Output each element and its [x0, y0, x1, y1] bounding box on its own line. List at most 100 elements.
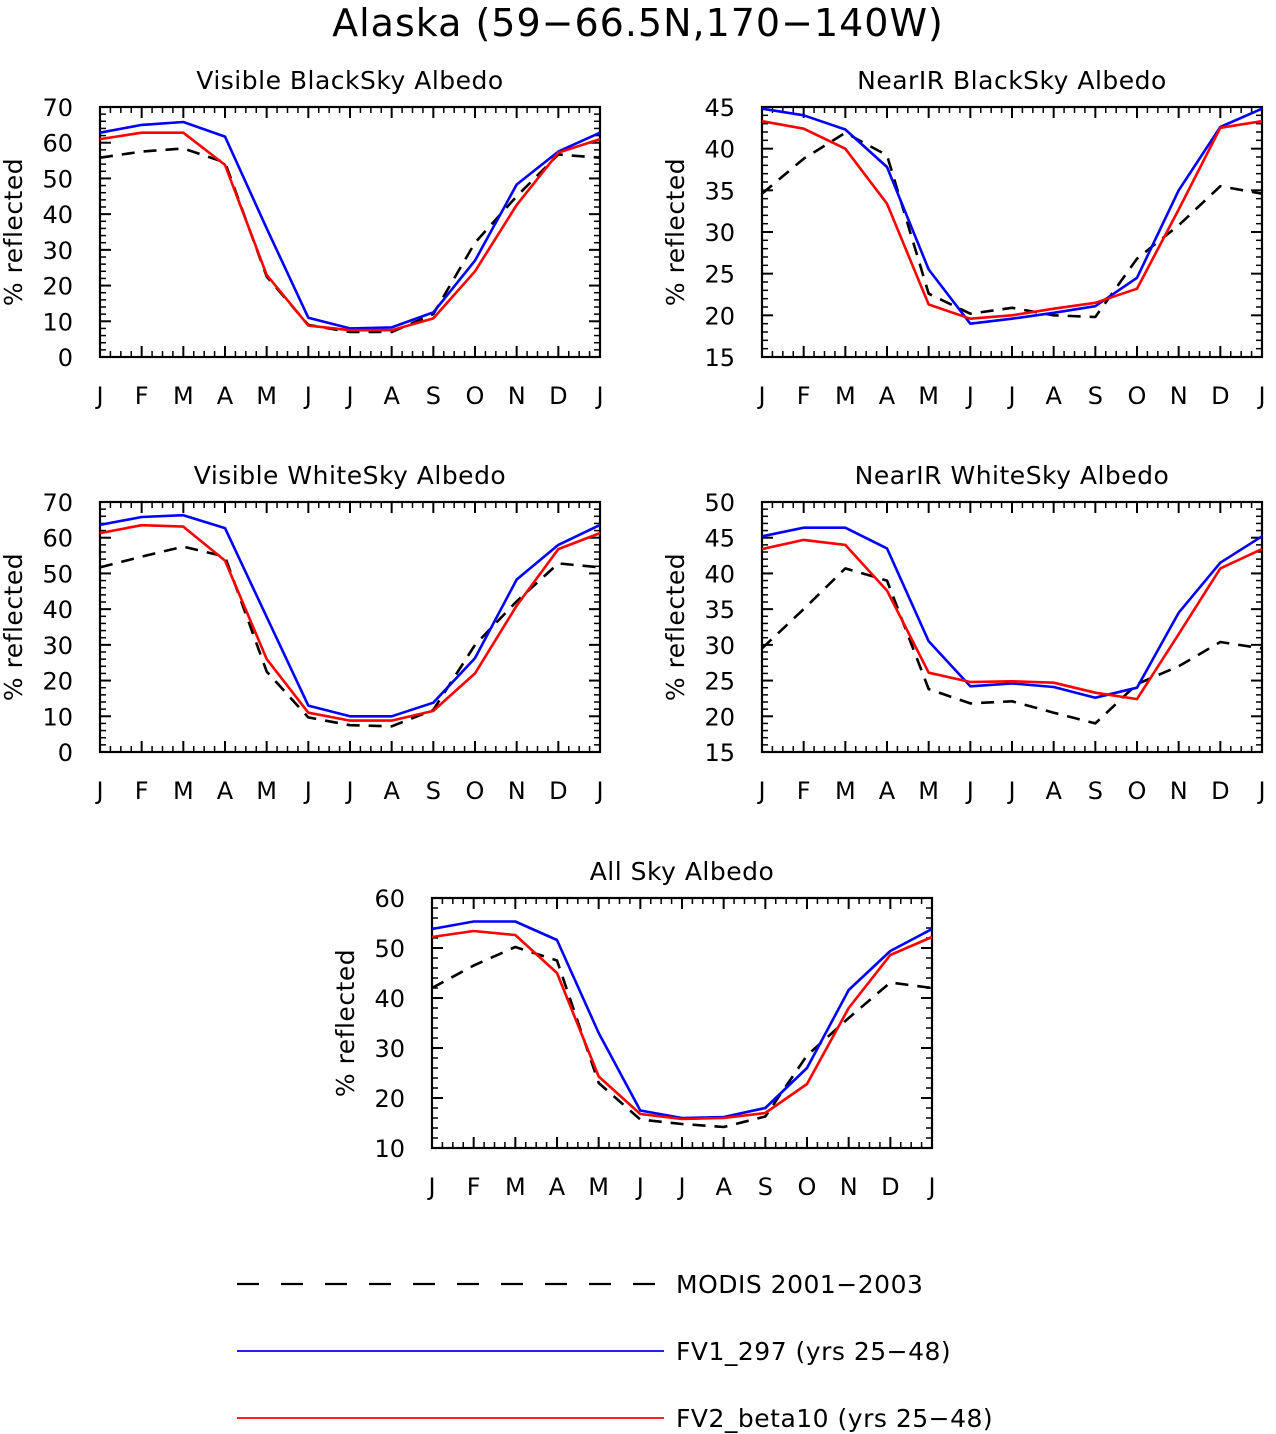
x-tick-label: D — [1211, 777, 1229, 805]
series-line-modis — [761, 567, 1263, 725]
x-tick-label: N — [840, 1173, 858, 1201]
x-tick-label: A — [549, 1173, 566, 1201]
y-tick-label: 45 — [704, 525, 735, 553]
series-line-fv1 — [431, 920, 933, 1120]
x-tick-label: D — [549, 382, 567, 410]
x-tick-label: J — [94, 382, 103, 410]
x-tick-label: J — [426, 1173, 435, 1201]
x-tick-label: D — [549, 777, 567, 805]
plot-frame — [98, 500, 602, 754]
y-tick-label: 10 — [42, 308, 73, 336]
panel-title: All Sky Albedo — [590, 857, 775, 886]
y-tick-label: 60 — [374, 885, 405, 913]
x-tick-label: S — [758, 1173, 773, 1201]
plot-frame — [98, 105, 602, 359]
x-tick-label: J — [594, 382, 603, 410]
x-tick-label: O — [1128, 382, 1147, 410]
x-tick-label: S — [426, 382, 441, 410]
x-tick-label: F — [797, 777, 811, 805]
series-line-modis — [99, 147, 601, 334]
y-tick-label: 20 — [374, 1085, 405, 1113]
x-tick-label: S — [1088, 382, 1103, 410]
y-tick-label: 50 — [42, 560, 73, 588]
x-tick-label: J — [676, 1173, 685, 1201]
x-tick-label: D — [1211, 382, 1229, 410]
y-tick-label: 40 — [42, 596, 73, 624]
legend: MODIS 2001−2003 FV1_297 (yrs 25−48) FV2_be… — [237, 1270, 993, 1433]
x-tick-label: J — [1256, 382, 1265, 410]
y-tick-label: 50 — [704, 489, 735, 517]
x-tick-label: M — [835, 382, 856, 410]
x-tick-label: J — [756, 777, 765, 805]
x-tick-label: J — [635, 1173, 644, 1201]
y-tick-label: 50 — [42, 165, 73, 193]
series-line-fv2 — [431, 929, 933, 1121]
figure-title: Alaska (59−66.5N,170−140W) — [332, 1, 944, 45]
y-tick-label: 70 — [42, 94, 73, 122]
y-axis-label: % reflected — [0, 553, 28, 701]
y-tick-label: 0 — [58, 739, 73, 767]
x-tick-label: O — [466, 777, 485, 805]
x-tick-label: D — [881, 1173, 899, 1201]
x-tick-label: M — [173, 777, 194, 805]
y-tick-label: 35 — [704, 596, 735, 624]
series-line-fv2 — [99, 523, 601, 722]
x-tick-label: M — [256, 777, 277, 805]
legend-label: MODIS 2001−2003 — [676, 1270, 923, 1299]
y-tick-label: 20 — [42, 668, 73, 696]
y-tick-label: 30 — [704, 219, 735, 247]
x-tick-label: A — [1045, 777, 1062, 805]
y-axis-label: % reflected — [0, 158, 28, 306]
series-line-modis — [431, 945, 933, 1129]
y-axis-label: % reflected — [331, 949, 360, 1097]
series-line-fv2 — [761, 538, 1263, 701]
x-tick-label: N — [508, 777, 526, 805]
y-tick-label: 45 — [704, 94, 735, 122]
y-tick-label: 20 — [42, 273, 73, 301]
y-tick-label: 40 — [374, 985, 405, 1013]
y-tick-label: 40 — [704, 560, 735, 588]
y-tick-label: 20 — [704, 703, 735, 731]
x-tick-label: F — [135, 382, 149, 410]
y-tick-label: 10 — [42, 703, 73, 731]
x-tick-label: F — [135, 777, 149, 805]
x-tick-label: S — [1088, 777, 1103, 805]
x-tick-label: M — [256, 382, 277, 410]
panel-title: Visible WhiteSky Albedo — [194, 461, 506, 490]
x-tick-label: M — [918, 382, 939, 410]
x-tick-label: S — [426, 777, 441, 805]
legend-label: FV1_297 (yrs 25−48) — [676, 1337, 951, 1366]
x-tick-label: J — [594, 777, 603, 805]
y-tick-label: 50 — [374, 935, 405, 963]
x-tick-label: F — [797, 382, 811, 410]
x-tick-label: M — [173, 382, 194, 410]
x-tick-label: J — [926, 1173, 935, 1201]
x-tick-label: M — [835, 777, 856, 805]
x-tick-label: A — [715, 1173, 732, 1201]
x-tick-label: J — [94, 777, 103, 805]
x-tick-label: J — [344, 382, 353, 410]
x-tick-label: J — [756, 382, 765, 410]
x-tick-label: A — [217, 777, 234, 805]
x-tick-label: J — [965, 777, 974, 805]
x-tick-label: A — [1045, 382, 1062, 410]
x-tick-label: A — [879, 382, 896, 410]
x-tick-label: J — [344, 777, 353, 805]
x-tick-label: J — [1006, 777, 1015, 805]
y-tick-label: 60 — [42, 525, 73, 553]
y-tick-label: 15 — [704, 739, 735, 767]
panel-title: NearIR BlackSky Albedo — [857, 66, 1167, 95]
x-tick-label: A — [383, 777, 400, 805]
y-axis-label: % reflected — [661, 158, 690, 306]
series-line-fv1 — [99, 513, 601, 718]
panel-title: Visible BlackSky Albedo — [196, 66, 503, 95]
y-tick-label: 35 — [704, 177, 735, 205]
y-tick-label: 40 — [704, 136, 735, 164]
x-tick-label: F — [467, 1173, 481, 1201]
